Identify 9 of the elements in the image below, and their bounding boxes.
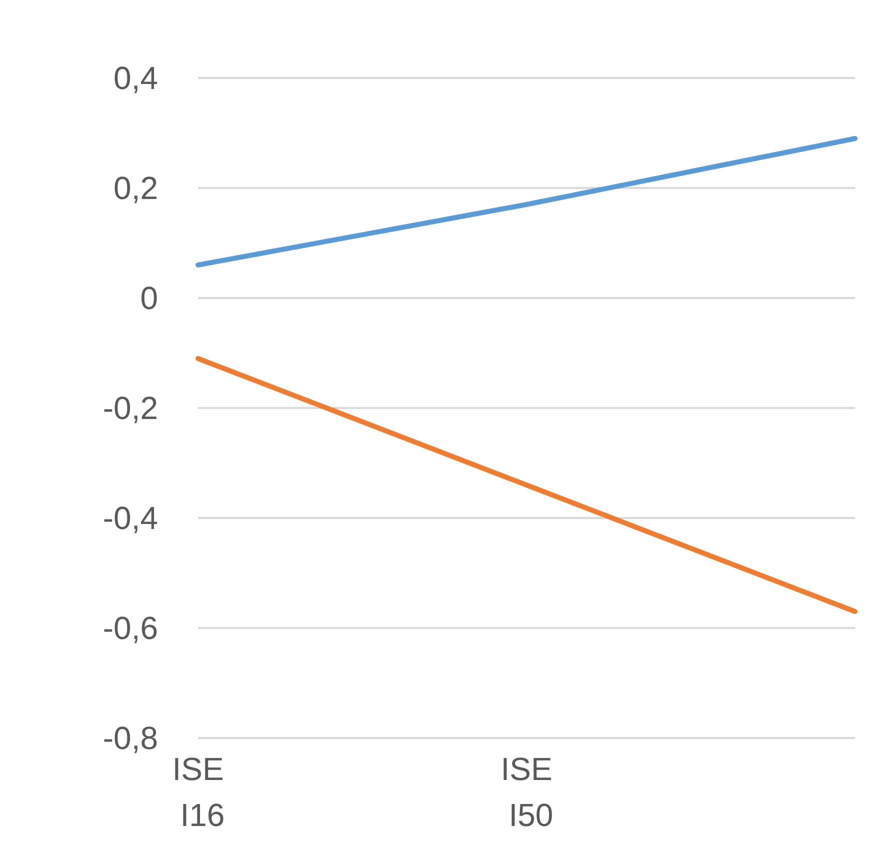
x-tick-label: ISE I16 <box>171 751 225 833</box>
y-tick-label: -0,8 <box>102 720 158 756</box>
y-tick-label: 0,2 <box>114 170 158 206</box>
y-tick-label: -0,6 <box>102 610 158 646</box>
y-tick-label: -0,2 <box>102 390 158 426</box>
y-tick-label: 0 <box>140 280 158 316</box>
y-tick-label: -0,4 <box>102 500 158 536</box>
x-tick-label: ISE I50 <box>500 751 554 833</box>
y-tick-label: 0,4 <box>114 60 158 96</box>
